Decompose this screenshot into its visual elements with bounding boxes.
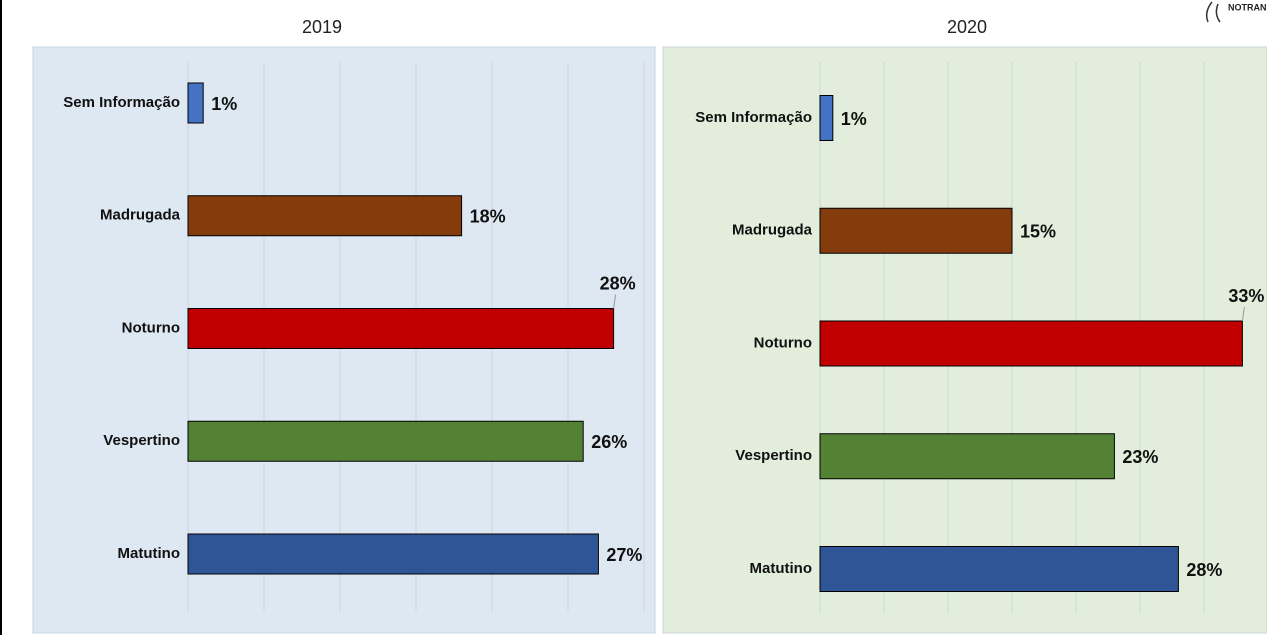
value-label: 26% <box>591 432 627 452</box>
bar <box>819 433 1115 480</box>
value-label: 33% <box>1228 286 1264 306</box>
value-label: 1% <box>841 109 867 129</box>
logo-icon <box>1205 1 1221 23</box>
bar <box>819 546 1179 592</box>
bar <box>187 308 615 349</box>
category-label: Sem Informação <box>63 94 180 111</box>
category-label: Vespertino <box>735 447 812 464</box>
bar <box>819 207 1013 254</box>
chart-title: 2020 <box>947 17 987 37</box>
bar <box>187 195 463 237</box>
category-label: Matutino <box>750 560 812 577</box>
value-label: 27% <box>606 545 642 565</box>
leader-line <box>1241 306 1245 322</box>
category-label: Noturno <box>754 334 812 351</box>
value-label: 23% <box>1122 447 1158 467</box>
value-label: 28% <box>1186 560 1222 580</box>
category-label: Vespertino <box>103 432 180 449</box>
bar <box>819 320 1243 367</box>
bar <box>187 82 204 124</box>
category-label: Madrugada <box>732 222 813 239</box>
bar <box>187 420 584 462</box>
chart-title: 2019 <box>302 17 342 37</box>
bar <box>819 95 834 141</box>
leader-line <box>613 294 617 309</box>
value-label: 28% <box>600 273 636 293</box>
category-label: Noturno <box>122 319 180 336</box>
category-label: Madrugada <box>100 207 181 224</box>
value-label: 18% <box>470 207 506 227</box>
logo-text: NOTRANSITO <box>1228 2 1267 12</box>
category-label: Sem Informação <box>695 109 812 126</box>
bar <box>187 533 599 575</box>
value-label: 1% <box>211 94 237 114</box>
category-label: Matutino <box>118 545 180 562</box>
value-label: 15% <box>1020 222 1056 242</box>
